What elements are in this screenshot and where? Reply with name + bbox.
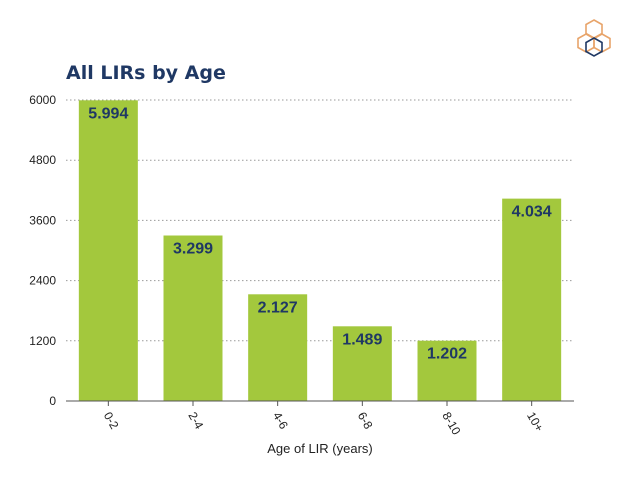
bar-6-8: [332, 326, 392, 401]
x-tick-label: 0-2: [101, 410, 122, 432]
x-tick-label: 2-4: [185, 410, 206, 432]
data-label: 1.202: [427, 346, 467, 363]
x-axis-title: Age of LIR (years): [267, 441, 373, 456]
y-tick-label: 3600: [29, 213, 56, 227]
y-tick-label: 6000: [29, 93, 56, 107]
chart-title: All LIRs by Age: [66, 62, 226, 84]
hexagon-logo-icon: [577, 19, 611, 57]
y-tick-label: 4800: [29, 153, 56, 167]
bar-2-4: [163, 235, 223, 401]
bar-4-6: [248, 294, 308, 401]
y-tick-label: 1200: [29, 334, 56, 348]
data-label: 3.299: [173, 241, 213, 258]
y-axis-ticks: 0 1200 2400 3600 4800 6000: [29, 93, 56, 408]
bar-0-2: [78, 100, 138, 402]
data-label: 5.994: [88, 105, 128, 122]
x-tick-label: 8-10: [439, 410, 463, 438]
bar-10+: [502, 198, 562, 401]
x-tick-label: 10+: [524, 410, 546, 435]
bar-8-10: [417, 340, 477, 401]
data-label: 2.127: [258, 299, 298, 316]
y-tick-label: 0: [49, 394, 56, 408]
data-label: 4.034: [512, 204, 552, 221]
x-tick-label: 6-8: [355, 410, 376, 432]
x-tick-label: 4-6: [270, 410, 291, 432]
data-label: 1.489: [342, 331, 382, 348]
bars: [78, 100, 562, 402]
x-axis-ticks: 0-2 2-4 4-6 6-8 8-10 10+: [101, 401, 546, 438]
data-labels: 5.994 3.299 2.127 1.489 1.202 4.034: [88, 105, 551, 362]
y-tick-label: 2400: [29, 274, 56, 288]
gridlines: [66, 99, 574, 342]
